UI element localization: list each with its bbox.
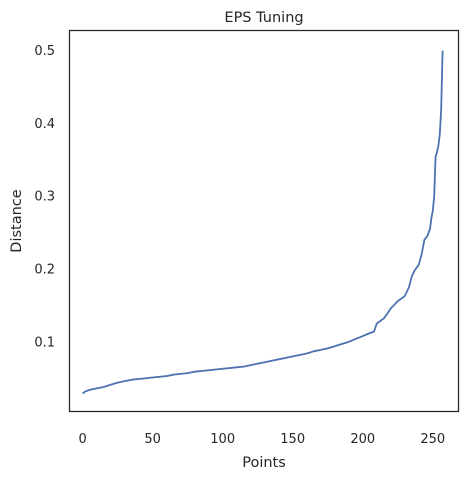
plot-area xyxy=(68,29,460,413)
x-axis-ticks: 0 50 100 150 200 250 xyxy=(78,432,445,447)
series-line xyxy=(82,50,444,395)
x-tick-label: 150 xyxy=(280,432,305,447)
y-axis-label: Distance xyxy=(9,189,25,252)
y-tick-label: 0.2 xyxy=(34,263,55,278)
y-axis-ticks: 0.1 0.2 0.3 0.4 0.5 xyxy=(34,44,55,350)
x-tick-label: 250 xyxy=(420,432,445,447)
y-tick-label: 0.3 xyxy=(34,190,55,205)
chart-title: EPS Tuning xyxy=(224,10,303,26)
x-tick-label: 200 xyxy=(350,432,375,447)
y-tick-label: 0.4 xyxy=(34,117,55,132)
y-tick-label: 0.1 xyxy=(34,335,55,350)
x-tick-label: 50 xyxy=(144,432,161,447)
x-tick-label: 0 xyxy=(78,432,86,447)
y-tick-label: 0.5 xyxy=(34,44,55,59)
x-tick-label: 100 xyxy=(210,432,235,447)
x-axis-label: Points xyxy=(242,455,286,471)
